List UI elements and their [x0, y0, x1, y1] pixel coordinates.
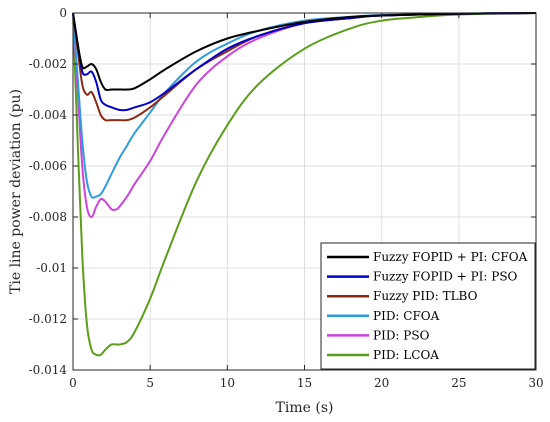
legend-entry: PID: LCOA: [373, 348, 439, 362]
legend-entry: Fuzzy FOPID + PI: CFOA: [373, 250, 528, 264]
legend-entry: Fuzzy PID: TLBO: [373, 289, 478, 303]
y-tick-label: -0.01: [36, 261, 67, 275]
series-line: [72, 12, 537, 112]
legend-box: [320, 242, 536, 370]
y-tick-label: -0.006: [29, 159, 67, 173]
y-tick-label: -0.012: [29, 312, 67, 326]
x-tick-label: 5: [146, 376, 154, 390]
y-tick-label: -0.008: [29, 210, 67, 224]
y-axis-label: Tie line power deviation (pu): [8, 89, 24, 294]
tick-layer: 0 5 10 15 20 25 30 0 -0.002 -0.004 -0.006 -0.008 -0.…: [29, 6, 544, 390]
legend: Fuzzy FOPID + PI: CFOA Fuzzy FOPID + PI: …: [320, 242, 536, 370]
x-tick-label: 25: [451, 376, 466, 390]
x-tick-label: 30: [528, 376, 543, 390]
series-line: [72, 12, 537, 92]
legend-entry: PID: CFOA: [373, 309, 440, 323]
y-tick-label: -0.004: [29, 108, 68, 122]
legend-entry: Fuzzy FOPID + PI: PSO: [373, 270, 518, 284]
series-layer: [72, 12, 537, 357]
x-tick-label: 0: [69, 376, 77, 390]
y-tick-label: -0.014: [29, 363, 68, 377]
y-tick-label: 0: [59, 6, 67, 20]
x-tick-label: 10: [220, 376, 235, 390]
x-tick-label: 15: [297, 376, 312, 390]
legend-entry: PID: PSO: [373, 328, 430, 342]
x-tick-label: 20: [374, 376, 389, 390]
y-tick-label: -0.002: [29, 57, 67, 71]
x-axis-label: Time (s): [276, 400, 334, 416]
series-line: [72, 12, 537, 357]
